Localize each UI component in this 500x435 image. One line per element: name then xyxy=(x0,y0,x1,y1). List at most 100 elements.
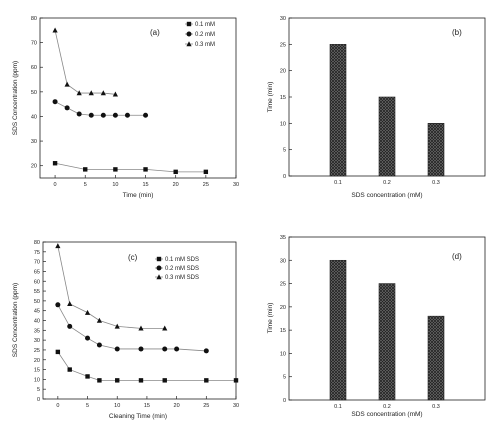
data-point-c-2-2 xyxy=(84,309,91,315)
data-point-a-2-3 xyxy=(88,90,94,96)
panel-label-a: (a) xyxy=(150,28,160,37)
series-c xyxy=(55,243,239,383)
x-tick-label-c-2: 10 xyxy=(114,403,120,409)
data-point-c-0-8 xyxy=(233,378,239,383)
data-point-c-0-1 xyxy=(67,367,72,372)
data-point-c-1-2 xyxy=(85,335,91,341)
panel-label-d: (d) xyxy=(452,252,462,261)
y-tick-label-c-0: 0 xyxy=(37,397,40,403)
data-point-c-0-3 xyxy=(97,378,102,383)
legend-item-a-1: 0.2 mM xyxy=(185,31,215,38)
legend-marker-c-1 xyxy=(155,265,163,271)
y-tick-label-a-1: 30 xyxy=(31,139,37,145)
legend-item-c-0: 0.1 mM SDS xyxy=(155,256,199,263)
data-point-c-0-6 xyxy=(162,378,167,383)
legend-label-a-2: 0.3 mM xyxy=(195,42,215,48)
x-tick-label-a-6: 30 xyxy=(233,182,239,188)
bar-d-2 xyxy=(427,315,445,401)
data-point-c-0-2 xyxy=(85,374,90,379)
legend-marker-c-2 xyxy=(155,274,163,280)
y-tick-label-a-4: 60 xyxy=(31,65,37,71)
y-tick-label-c-9: 45 xyxy=(34,309,40,315)
y-tick-label-c-2: 10 xyxy=(34,377,40,383)
legend-symbol-a-2 xyxy=(186,41,192,47)
x-tick-label-c-5: 25 xyxy=(203,403,209,409)
series-line-c-0 xyxy=(57,351,236,381)
data-point-a-0-4 xyxy=(173,169,178,175)
x-tick-label-c-0: 0 xyxy=(56,403,59,409)
y-tick-label-b-4: 20 xyxy=(280,69,286,75)
legend-label-c-1: 0.2 mM SDS xyxy=(165,266,199,272)
y-tick-label-b-1: 5 xyxy=(283,148,286,154)
x-tick-label-b-0: 0.1 xyxy=(334,180,342,186)
data-point-a-2-4 xyxy=(100,90,106,96)
y-tick-label-c-4: 20 xyxy=(34,358,40,364)
data-point-a-1-7 xyxy=(143,112,149,118)
data-point-c-1-3 xyxy=(96,342,102,348)
legend-label-c-2: 0.3 mM SDS xyxy=(165,275,199,281)
legend-symbol-a-0 xyxy=(186,21,192,27)
y-axis-title-c: SDS Concentration (ppm) xyxy=(12,283,19,357)
legend-symbol-c-1 xyxy=(156,265,162,271)
y-tick-label-b-0: 0 xyxy=(283,174,286,180)
y-tick-label-b-2: 10 xyxy=(280,121,286,127)
data-point-c-1-4 xyxy=(114,346,120,352)
x-tick-label-d-1: 0.2 xyxy=(383,404,391,410)
y-tick-label-a-0: 20 xyxy=(31,164,37,170)
x-tick-label-a-1: 5 xyxy=(84,182,87,188)
y-tick-label-a-6: 80 xyxy=(31,16,37,22)
y-tick-label-c-13: 65 xyxy=(34,269,40,275)
x-tick-label-c-4: 20 xyxy=(174,403,180,409)
data-point-a-1-2 xyxy=(76,111,82,117)
data-point-a-0-3 xyxy=(143,167,148,172)
y-axis-title-a: SDS Concentration (ppm) xyxy=(12,61,19,135)
plot-frame-c xyxy=(42,241,237,400)
x-tick-label-a-2: 10 xyxy=(112,182,118,188)
bars-d xyxy=(329,259,445,401)
panel-b: 0 5 10 15 20 25 30 0.1 0.2 0.3 (b) SDS concentrat… xyxy=(267,16,486,199)
x-axis-title-c: Cleaning Time (min) xyxy=(109,413,167,420)
legend-item-c-2: 0.3 mM SDS xyxy=(155,274,199,281)
y-tick-label-c-12: 60 xyxy=(34,279,40,285)
data-point-a-0-1 xyxy=(83,167,88,172)
y-tick-label-c-3: 15 xyxy=(34,368,40,374)
legend-symbol-c-2 xyxy=(156,274,162,280)
data-point-a-0-2 xyxy=(113,167,118,172)
x-axis-title-a: Time (min) xyxy=(123,192,154,199)
y-tick-label-c-11: 55 xyxy=(34,289,40,295)
x-axis-title-b: SDS concentration (mM) xyxy=(351,192,422,199)
data-point-c-2-3 xyxy=(96,317,103,323)
bar-d-1 xyxy=(378,283,396,401)
data-point-a-2-2 xyxy=(76,90,82,96)
legend-item-c-1: 0.2 mM SDS xyxy=(155,265,199,272)
axes-c: 0 5 10 15 20 25 30 0 5 10 15 20 25 30 35 40 45 50 55 60 65 70… xyxy=(34,240,239,409)
y-tick-label-d-3: 15 xyxy=(280,328,286,334)
series-line-a-0 xyxy=(54,162,206,173)
data-point-c-2-4 xyxy=(114,323,120,329)
axes-a: 0 5 10 15 20 25 30 20 30 40 50 60 70 80 xyxy=(31,16,239,188)
panel-label-c: (c) xyxy=(128,253,138,262)
y-tick-label-c-1: 5 xyxy=(37,387,40,393)
data-point-c-0-4 xyxy=(115,378,120,383)
y-tick-label-d-4: 20 xyxy=(280,305,286,311)
data-point-a-1-6 xyxy=(124,112,130,118)
legend-label-a-1: 0.2 mM xyxy=(195,32,215,38)
panel-label-b: (b) xyxy=(452,28,462,37)
legend-c: 0.1 mM SDS 0.2 mM SDS 0.3 mM SDS xyxy=(155,256,199,281)
panel-c: 0 5 10 15 20 25 30 0 5 10 15 20 25 30 35 40 45 50 55 60 65 70… xyxy=(12,240,239,420)
data-point-a-2-5 xyxy=(112,91,118,97)
y-tick-label-b-5: 25 xyxy=(280,42,286,48)
legend-item-a-0: 0.1 mM xyxy=(185,21,215,28)
y-tick-label-d-7: 35 xyxy=(280,235,286,241)
bar-b-1 xyxy=(378,96,396,177)
series-line-a-2 xyxy=(54,30,116,95)
data-point-c-1-5 xyxy=(138,346,144,352)
panel-d: 0 5 10 15 20 25 30 35 0.1 0.2 0.3 (d) SDS concentr… xyxy=(267,235,486,418)
y-tick-label-b-3: 15 xyxy=(280,95,286,101)
data-point-c-1-8 xyxy=(203,348,209,354)
data-point-c-1-6 xyxy=(162,346,168,352)
bar-b-2 xyxy=(427,123,445,177)
y-axis-title-d: Time (min) xyxy=(267,303,274,334)
y-tick-label-c-7: 35 xyxy=(34,328,40,334)
